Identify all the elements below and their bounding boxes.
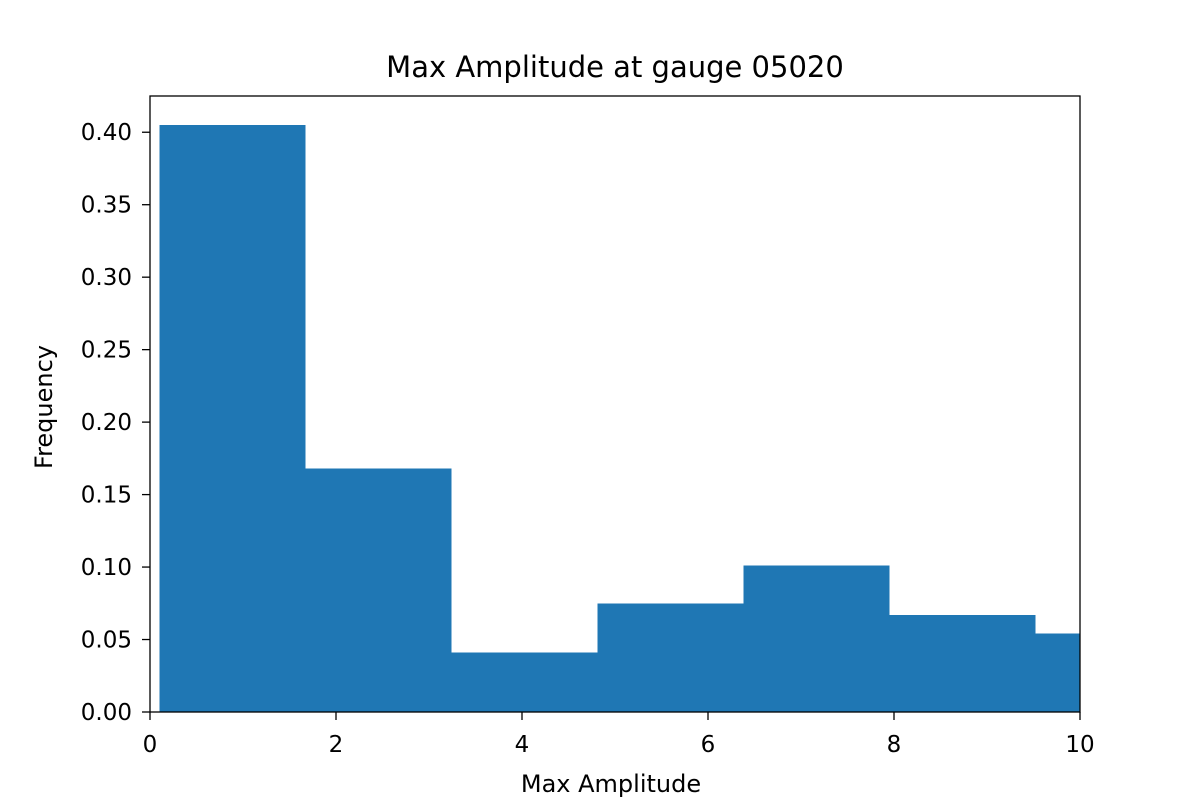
y-tick-label: 0.15 (81, 483, 132, 509)
y-tick-label: 0.00 (81, 700, 132, 726)
histogram-bar (159, 124, 306, 713)
y-tick-label: 0.30 (81, 265, 132, 291)
histogram-bar (451, 652, 598, 712)
y-tick-label: 0.20 (81, 410, 132, 436)
histogram-bar (305, 468, 452, 712)
y-tick-label: 0.35 (81, 193, 132, 219)
x-tick-label: 0 (143, 732, 158, 758)
histogram-bar (889, 614, 1036, 712)
histogram-bar (1035, 633, 1080, 712)
x-tick-label: 2 (329, 732, 344, 758)
x-axis-label: Max Amplitude (521, 770, 701, 798)
y-tick-label: 0.40 (81, 120, 132, 146)
x-tick-label: 6 (701, 732, 716, 758)
y-axis-label: Frequency (30, 345, 58, 469)
x-tick-label: 8 (887, 732, 902, 758)
histogram-bar (743, 565, 890, 712)
y-tick-label: 0.25 (81, 338, 132, 364)
y-tick-label: 0.10 (81, 555, 132, 581)
x-tick-label: 10 (1065, 732, 1094, 758)
y-tick-label: 0.05 (81, 628, 132, 654)
bars-layer (159, 124, 1080, 713)
histogram-bar (597, 603, 744, 712)
x-axis-ticks: 0 2 4 6 8 10 (143, 712, 1095, 758)
x-tick-label: 4 (515, 732, 530, 758)
y-axis-ticks: 0.00 0.05 0.10 0.15 0.20 0.25 0.30 0.35 0.40 (81, 120, 150, 726)
chart-title: Max Amplitude at gauge 05020 (386, 50, 844, 84)
plot-frame (149, 95, 1081, 713)
